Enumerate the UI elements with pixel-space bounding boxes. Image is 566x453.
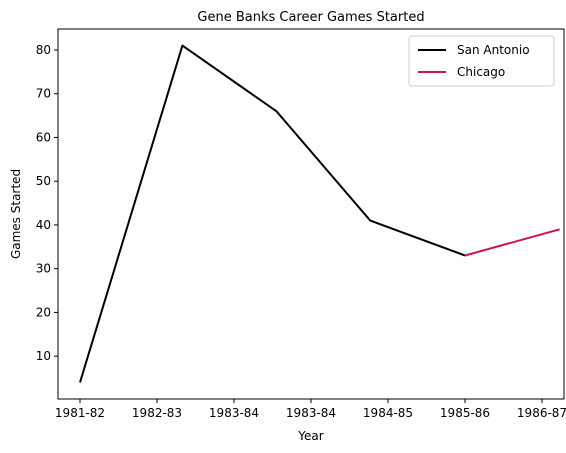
y-tick-label: 60 — [36, 130, 51, 144]
y-tick-label: 50 — [36, 174, 51, 188]
legend-label: San Antonio — [457, 43, 530, 57]
y-tick-label: 30 — [36, 262, 51, 276]
y-tick-label: 70 — [36, 87, 51, 101]
y-axis: 10 20 30 40 50 60 70 80 — [36, 43, 58, 363]
legend-box — [408, 35, 555, 87]
x-tick-label: 1983-84 — [286, 406, 336, 420]
series-line-san-antonio — [79, 44, 466, 383]
chart-title: Gene Banks Career Games Started — [197, 10, 424, 25]
x-axis-label: Year — [297, 429, 323, 443]
x-axis: 1981-82 1982-83 1983-84 1983-84 1984-85 1985-… — [55, 399, 566, 420]
x-tick-label: 1982-83 — [132, 406, 182, 420]
x-tick-label: 1984-85 — [363, 406, 413, 420]
legend-label: Chicago — [457, 65, 505, 79]
x-tick-label: 1986-87 — [517, 406, 566, 420]
y-tick-label: 40 — [36, 218, 51, 232]
legend: San Antonio Chicago — [408, 35, 555, 87]
series-layer — [79, 44, 560, 383]
y-tick-label: 10 — [36, 349, 51, 363]
x-tick-label: 1983-84 — [209, 406, 259, 420]
y-tick-label: 80 — [36, 43, 51, 57]
y-axis-label: Games Started — [9, 169, 23, 259]
y-tick-label: 20 — [36, 305, 51, 319]
x-tick-label: 1985-86 — [440, 406, 490, 420]
x-tick-label: 1981-82 — [55, 406, 105, 420]
series-line-chicago — [464, 228, 560, 257]
